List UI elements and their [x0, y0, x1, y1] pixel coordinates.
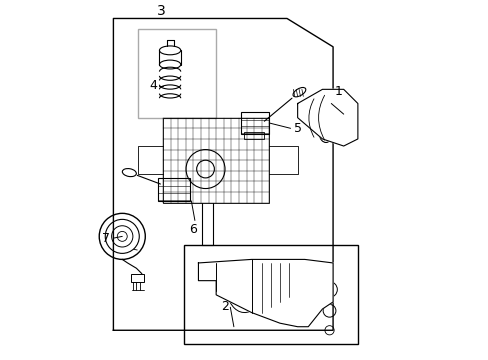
Bar — [241, 112, 269, 134]
FancyArrowPatch shape — [134, 249, 137, 250]
Text: 4: 4 — [149, 79, 157, 92]
Polygon shape — [198, 260, 332, 327]
Ellipse shape — [292, 87, 305, 97]
Circle shape — [185, 149, 224, 189]
Text: 5: 5 — [293, 122, 302, 135]
Bar — [244, 132, 264, 139]
Text: 6: 6 — [189, 223, 197, 236]
Text: 7: 7 — [102, 231, 110, 245]
Text: 2: 2 — [220, 300, 228, 313]
Bar — [138, 29, 216, 118]
Bar — [157, 178, 189, 201]
Ellipse shape — [122, 168, 136, 177]
Bar — [131, 274, 143, 283]
Circle shape — [196, 160, 214, 178]
Bar — [184, 245, 357, 345]
Text: 1: 1 — [334, 85, 342, 98]
Text: 3: 3 — [157, 4, 165, 18]
Bar — [163, 118, 269, 203]
Polygon shape — [297, 89, 357, 146]
